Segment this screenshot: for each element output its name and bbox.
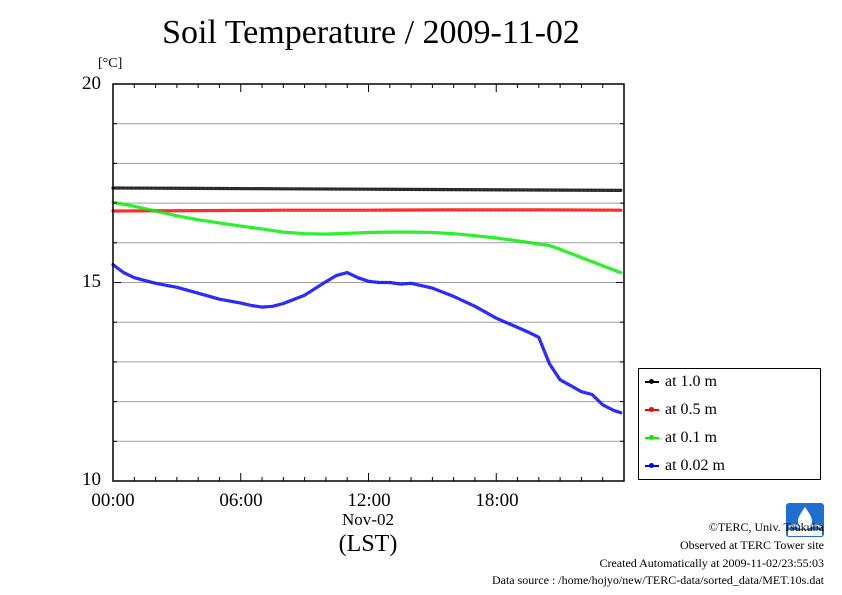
legend-item-1m: at 1.0 m (645, 373, 717, 393)
x-axis-date-label: Nov-02 (342, 510, 394, 529)
y-tick-label-15: 15 (82, 271, 101, 292)
legend-label-05m: at 0.5 m (665, 401, 717, 418)
y-axis-unit: [°C] (98, 56, 123, 71)
legend-label-01m: at 0.1 m (665, 429, 717, 446)
legend-item-05m: at 0.5 m (645, 401, 717, 421)
series-line-01m (111, 200, 623, 275)
series-texture-01m (112, 202, 621, 273)
x-tick-label-1200: 12:00 (347, 490, 391, 511)
legend-label-1m: at 1.0 m (665, 373, 717, 390)
legend-label-002m: at 0.02 m (665, 457, 725, 474)
credit-source: Data source : /home/hojyo/new/TERC-data/… (491, 573, 824, 587)
y-tick-label-10: 10 (82, 469, 101, 490)
credit-observed: Observed at TERC Tower site (679, 538, 824, 552)
legend-item-01m: at 0.1 m (645, 429, 717, 449)
y-tick-label-20: 20 (82, 73, 101, 94)
legend-swatch-05m (645, 405, 659, 415)
chart-title: Soil Temperature / 2009-11-02 (162, 14, 580, 51)
series-texture-002m (112, 264, 621, 413)
credit-copyright: ©TERC, Univ. Tsukuba (708, 520, 824, 534)
series-line-05m (111, 208, 623, 213)
x-tick-label-0000: 00:00 (91, 490, 135, 511)
series-layer (111, 186, 623, 415)
legend-item-002m: at 0.02 m (645, 457, 725, 477)
x-tick-label-1800: 18:00 (475, 490, 519, 511)
legend-swatch-002m (645, 461, 659, 471)
series-line-1m (111, 186, 623, 192)
x-tick-label-0600: 06:00 (219, 490, 263, 511)
x-axis-label: (LST) (338, 531, 398, 557)
terc-logo-icon (786, 503, 824, 537)
chart-legend: at 1.0 m at 0.5 m at 0.1 m at 0.02 m (638, 368, 821, 480)
tick-marks (112, 83, 625, 482)
credit-created: Created Automatically at 2009-11-02/23:5… (599, 556, 824, 570)
series-line-002m (111, 263, 623, 415)
legend-swatch-1m (645, 377, 659, 387)
legend-swatch-01m (645, 433, 659, 443)
